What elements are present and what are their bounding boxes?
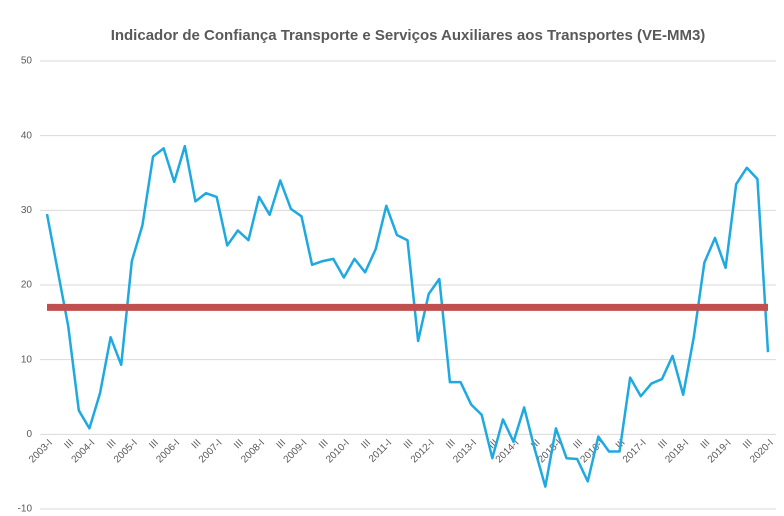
x-tick-label: 2018-I (663, 438, 691, 466)
x-tick-label: III (63, 438, 77, 452)
chart-title: Indicador de Confiança Transporte e Serv… (111, 27, 706, 44)
x-tick-label: 2003-I (27, 438, 55, 466)
x-tick-label: 2010-I (324, 438, 352, 466)
x-tick-label: 2004-I (70, 438, 98, 466)
y-tick-label: 10 (21, 354, 33, 365)
x-tick-label: III (232, 438, 246, 452)
x-tick-label: 2009-I (282, 438, 310, 466)
x-tick-label: III (275, 438, 289, 452)
x-tick-label: 2012-I (409, 438, 437, 466)
x-tick-label: III (444, 438, 458, 452)
data-line (45, 144, 770, 488)
y-tick-label: 30 (21, 205, 33, 216)
y-tick-label: 0 (26, 429, 32, 440)
x-tick-label: III (741, 438, 755, 452)
x-tick-label: 2011-I (367, 438, 394, 465)
x-tick-label: III (699, 438, 713, 452)
x-tick-label: III (105, 438, 119, 452)
x-tick-label: III (656, 438, 670, 452)
x-tick-label: 2006-I (154, 438, 182, 466)
y-tick-label: 40 (21, 130, 33, 141)
x-tick-label: 2013-I (451, 438, 479, 466)
x-tick-label: 2008-I (239, 438, 267, 466)
x-tick-label: III (190, 438, 204, 452)
x-tick-label: III (402, 438, 416, 452)
x-tick-label: III (147, 438, 161, 452)
x-tick-label: III (571, 438, 585, 452)
y-tick-label: 50 (21, 56, 33, 67)
x-tick-label: 2020-I (748, 438, 776, 466)
x-tick-label: III (317, 438, 331, 452)
x-tick-label: 2019-I (706, 438, 734, 466)
x-tick-label: III (359, 438, 373, 452)
x-tick-label: 2007-I (197, 438, 225, 466)
y-tick-label: -10 (18, 504, 33, 515)
x-tick-label: 2005-I (112, 438, 140, 466)
x-tick-label: 2017-I (621, 438, 649, 466)
y-tick-label: 20 (21, 280, 33, 291)
